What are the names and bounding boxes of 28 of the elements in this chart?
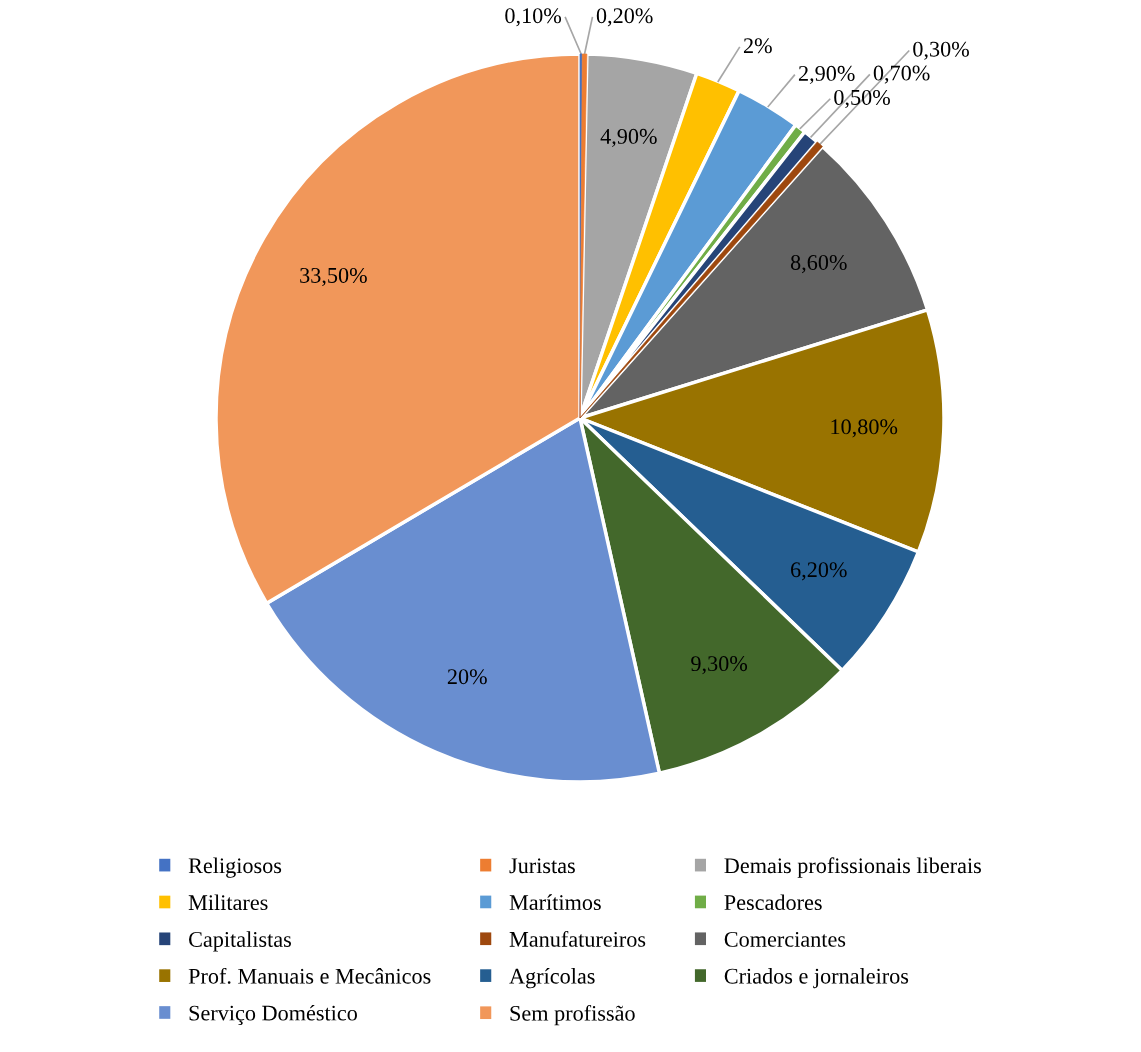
legend-label: Serviço Doméstico [189, 1004, 357, 1026]
legend-label: Marítimos [509, 894, 601, 911]
data-label: 0,20% [596, 8, 653, 27]
data-label: 0,10% [505, 8, 562, 27]
legend-label: Agrícolas [509, 968, 595, 989]
data-label: 2,90% [798, 65, 855, 85]
legend-label: Demais profissionais liberais [724, 857, 981, 878]
data-label: 0,50% [834, 89, 890, 109]
data-label: 20% [447, 669, 487, 685]
data-label: 10,80% [831, 419, 898, 438]
data-label: 8,60% [790, 254, 847, 274]
data-label: 0,70% [873, 65, 930, 84]
data-label: 2% [743, 38, 772, 54]
data-label: 6,20% [791, 562, 847, 581]
legend-label: Pescadores [724, 894, 822, 911]
legend-label: Manufatureiros [509, 931, 646, 947]
legend-label: Capitalistas [189, 931, 291, 952]
data-label: 9,30% [691, 656, 748, 675]
legend-label: Prof. Manuais e Mecânicos [188, 967, 431, 984]
data-label: 0,30% [913, 41, 969, 60]
legend-label: Militares [188, 894, 268, 911]
legend-label: Criados e jornaleiros [724, 968, 909, 989]
legend-label: Religiosos [188, 857, 282, 878]
legend-label: Comerciantes [724, 931, 846, 947]
legend-label: Sem profissão [510, 1004, 635, 1026]
legend-label: Juristas [509, 858, 575, 874]
data-label: 4,90% [600, 128, 657, 148]
data-label: 33,50% [300, 267, 367, 287]
